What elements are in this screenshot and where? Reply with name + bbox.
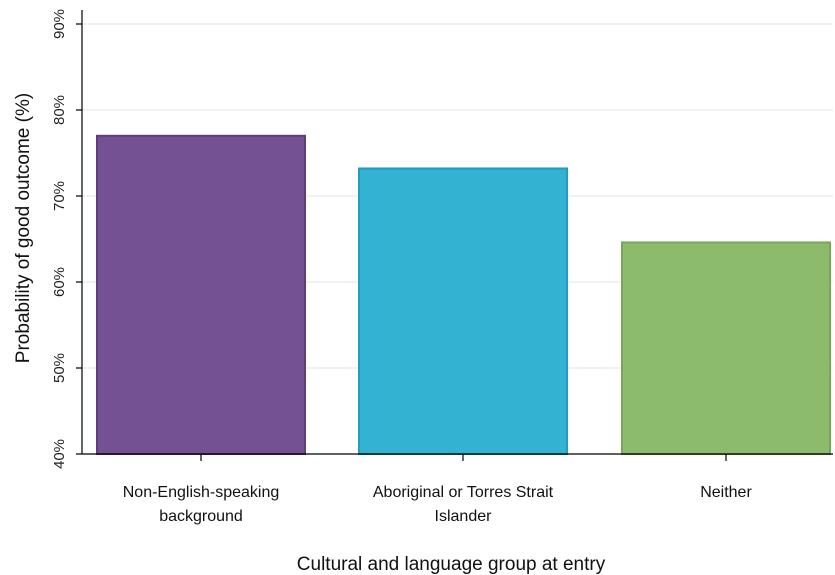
y-tick-label: 90%	[51, 9, 68, 39]
y-tick-label: 60%	[51, 267, 68, 297]
x-axis-ticks: Non-English-speaking background Aboriginal…	[123, 454, 752, 525]
bars	[96, 134, 831, 456]
y-tick-label: 70%	[51, 181, 68, 211]
y-axis-title: Probability of good outcome (%)	[13, 93, 34, 363]
y-tick-label: 50%	[51, 353, 68, 383]
x-tick-label: Neither	[700, 484, 752, 501]
bar	[96, 134, 306, 456]
y-tick-label: 40%	[51, 439, 68, 469]
y-tick-label: 80%	[51, 95, 68, 125]
y-axis-ticks: 40% 50% 60% 70% 80% 90%	[51, 9, 82, 469]
x-tick-label: Non-English-speaking background	[123, 484, 280, 525]
x-tick-label: Aboriginal or Torres Strait Islander	[373, 484, 554, 525]
bar	[621, 241, 831, 455]
x-axis-title: Cultural and language group at entry	[297, 554, 606, 575]
bar	[358, 167, 568, 455]
